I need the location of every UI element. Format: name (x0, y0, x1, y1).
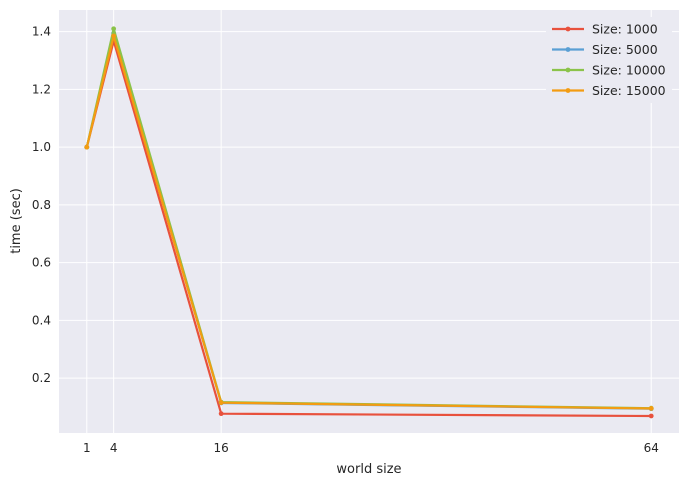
legend-box (546, 17, 672, 103)
x-axis-label: world size (336, 462, 401, 477)
y-axis-ticks: 0.2 0.4 0.6 0.8 1.0 1.2 1.4 (32, 25, 51, 385)
series-lines (84, 26, 654, 419)
legend-marker (565, 88, 571, 93)
y-tick-label: 1.0 (32, 140, 51, 154)
y-tick-label: 1.4 (32, 25, 51, 39)
y-tick-label: 0.8 (32, 198, 51, 212)
legend-label: Size: 1000 (592, 22, 658, 37)
legend-marker (565, 67, 571, 73)
legend-marker (565, 47, 571, 52)
legend-label: Size: 5000 (592, 42, 658, 57)
y-tick-label: 1.2 (32, 82, 51, 96)
series-line (85, 34, 652, 410)
x-tick-label: 4 (110, 441, 118, 455)
data-point (84, 144, 90, 150)
x-tick-label: 16 (214, 441, 229, 455)
legend-marker (565, 26, 571, 32)
data-point (648, 413, 654, 419)
x-axis-ticks: 1 4 16 64 (83, 441, 659, 455)
y-tick-label: 0.2 (32, 371, 51, 385)
legend-label: Size: 15000 (592, 83, 666, 98)
data-point (111, 26, 117, 32)
legend-label: Size: 10000 (592, 63, 666, 78)
y-tick-label: 0.4 (32, 313, 51, 327)
data-point (218, 400, 224, 406)
data-point (648, 406, 654, 411)
y-axis-label: time (sec) (9, 188, 24, 254)
data-point (218, 411, 224, 417)
legend: Size: 1000 Size: 5000 Size: 10000 Size: 150… (546, 17, 672, 103)
x-tick-label: 1 (83, 441, 91, 455)
x-tick-label: 64 (644, 441, 659, 455)
y-tick-label: 0.6 (32, 256, 51, 270)
data-point (111, 33, 117, 39)
grid-lines (59, 10, 679, 433)
